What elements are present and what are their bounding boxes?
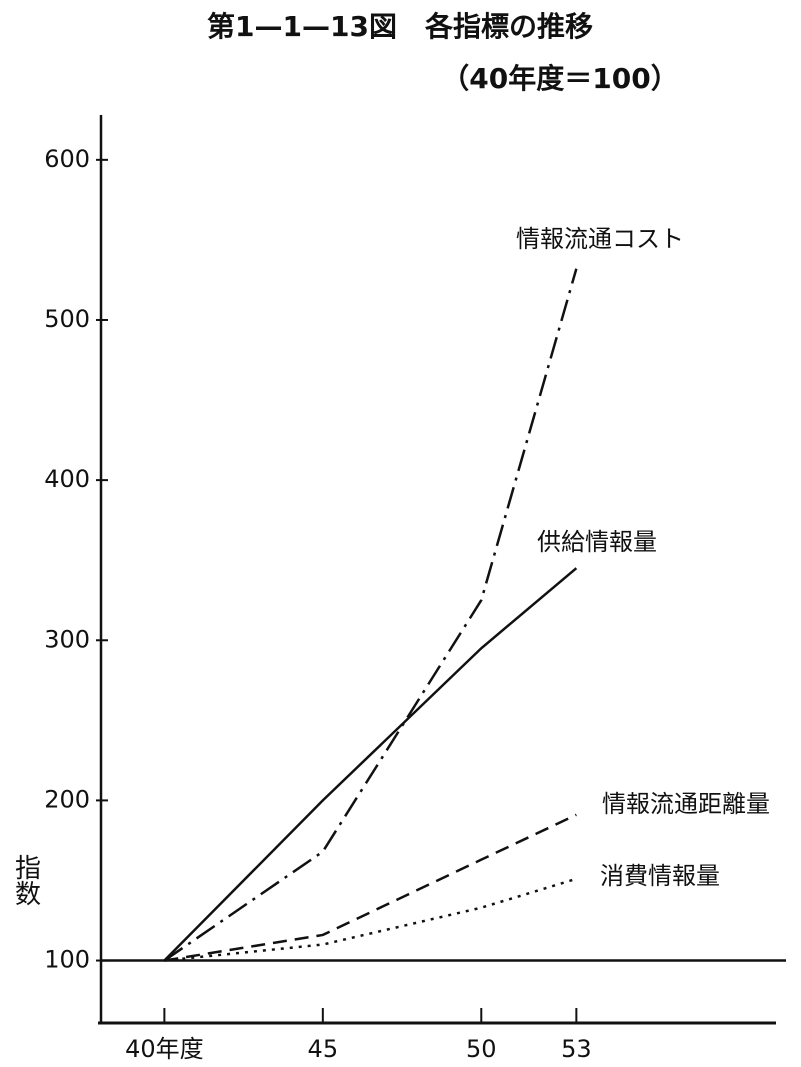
y-tick-label: 100 [44, 946, 90, 974]
x-tick-label: 53 [561, 1035, 592, 1063]
y-tick-label: 600 [44, 145, 90, 173]
series-label: 消費情報量 [600, 862, 720, 890]
y-tick-label: 400 [44, 465, 90, 493]
y-axis-label: 指数 [11, 854, 41, 906]
y-tick-label: 300 [44, 625, 90, 653]
chart-subtitle: （40年度＝100） [441, 62, 678, 95]
series-label: 情報流通コスト [516, 225, 684, 253]
series-label: 供給情報量 [537, 528, 657, 556]
series-line [164, 813, 577, 962]
series-line [163, 567, 578, 962]
x-tick-label: 40年度 [125, 1035, 204, 1063]
series-line [164, 877, 577, 962]
series-line [163, 268, 578, 962]
x-tick-label: 45 [308, 1035, 339, 1063]
series-label: 情報流通距離量 [602, 790, 770, 818]
x-tick-label: 50 [466, 1035, 497, 1063]
chart-title: 第1—1—13図 各指標の推移 [207, 10, 593, 43]
y-tick-label: 200 [44, 785, 90, 813]
y-tick-label: 500 [44, 305, 90, 333]
